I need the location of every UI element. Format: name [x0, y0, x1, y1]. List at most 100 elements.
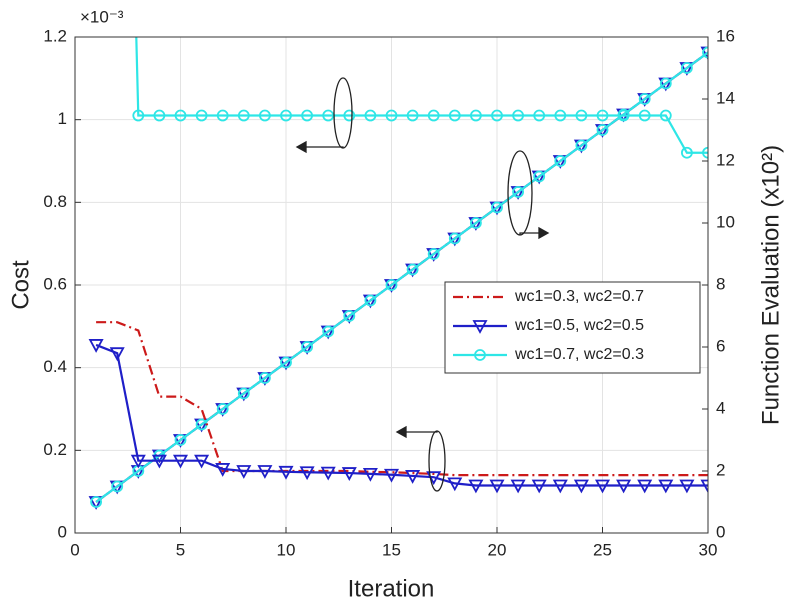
- y2-tick-label: 14: [716, 88, 735, 107]
- marker: [343, 310, 356, 322]
- marker: [637, 479, 653, 494]
- y-tick-label: 1: [58, 109, 67, 128]
- marker: [575, 139, 588, 152]
- marker: [702, 146, 708, 159]
- annotations: [295, 77, 550, 492]
- marker: [385, 109, 398, 122]
- marker: [573, 479, 589, 494]
- y-axis-label: Cost: [7, 260, 34, 310]
- y-tick-label: 1.2: [43, 26, 67, 45]
- arrow-head: [395, 425, 407, 439]
- marker: [406, 263, 419, 276]
- marker: [700, 46, 708, 61]
- marker: [512, 186, 524, 198]
- y2-tick-label: 16: [716, 26, 735, 45]
- marker: [406, 109, 419, 122]
- marker: [320, 466, 336, 481]
- marker: [90, 496, 102, 508]
- marker: [658, 479, 674, 494]
- marker: [385, 279, 398, 291]
- marker: [364, 294, 377, 307]
- marker: [236, 465, 252, 479]
- marker: [405, 470, 421, 484]
- marker: [491, 109, 503, 122]
- marker: [132, 109, 145, 122]
- marker: [596, 109, 609, 122]
- axes: 0 5 10 15 20 25 3000.20.40.60.811.202468101214…: [43, 26, 735, 559]
- y-tick-label: 0: [58, 522, 67, 541]
- marker: [364, 109, 377, 122]
- marker: [681, 62, 693, 74]
- x-tick-label: 15: [382, 540, 401, 559]
- y2-tick-label: 8: [716, 274, 725, 293]
- y2-tick-label: 10: [716, 212, 735, 231]
- marker: [575, 109, 588, 122]
- marker: [130, 454, 146, 469]
- marker: [469, 109, 482, 122]
- marker: [659, 109, 672, 122]
- marker: [151, 454, 167, 469]
- marker: [474, 349, 486, 361]
- x-axis-label: Iteration: [348, 575, 435, 602]
- legend: wc1=0.3, wc2=0.7 wc1=0.5, wc2=0.5 wc1=0.7,…: [444, 281, 701, 374]
- marker: [109, 347, 125, 362]
- y-tick-label: 0.8: [43, 192, 67, 211]
- plot-area: [88, 37, 708, 510]
- marker: [531, 479, 547, 494]
- marker: [594, 479, 611, 494]
- marker: [638, 93, 651, 105]
- marker: [679, 479, 695, 494]
- annotation-arrow: [400, 431, 438, 433]
- marker: [362, 467, 378, 482]
- marker: [195, 109, 208, 122]
- legend-label: wc1=0.3, wc2=0.7: [514, 288, 644, 305]
- marker: [258, 372, 271, 384]
- marker: [596, 124, 609, 136]
- annotation-arrow: [519, 232, 545, 235]
- marker: [469, 217, 482, 229]
- marker: [554, 109, 567, 122]
- marker: [280, 109, 292, 122]
- arrow-head: [295, 140, 307, 154]
- marker: [174, 109, 187, 122]
- y2-tick-label: 6: [716, 336, 725, 355]
- x-tick-label: 25: [593, 540, 612, 559]
- marker: [343, 109, 356, 122]
- y2-tick-label: 0: [716, 522, 725, 541]
- marker: [280, 356, 292, 369]
- marker: [512, 109, 524, 122]
- legend-label: wc1=0.5, wc2=0.5: [514, 317, 644, 334]
- marker: [172, 454, 189, 469]
- marker: [510, 479, 526, 494]
- marker: [322, 109, 335, 122]
- marker: [447, 477, 463, 492]
- marker: [383, 468, 400, 483]
- marker: [194, 454, 210, 469]
- marker: [278, 465, 294, 480]
- marker: [616, 479, 632, 494]
- x-tick-label: 5: [176, 540, 185, 559]
- marker: [301, 109, 314, 122]
- marker: [659, 77, 672, 90]
- marker: [533, 170, 546, 183]
- marker: [472, 320, 488, 334]
- marker: [257, 465, 273, 479]
- y-multiplier: ×10⁻³: [80, 7, 124, 26]
- marker: [552, 479, 568, 494]
- marker: [216, 109, 229, 122]
- marker: [216, 403, 229, 415]
- legend-label: wc1=0.7, wc2=0.3: [514, 346, 644, 363]
- marker: [341, 467, 357, 481]
- marker: [702, 46, 708, 59]
- marker: [153, 109, 166, 122]
- y2-tick-label: 12: [716, 150, 735, 169]
- y2-tick-label: 2: [716, 460, 725, 479]
- marker: [258, 109, 271, 122]
- marker: [448, 109, 461, 122]
- marker: [427, 109, 440, 122]
- y2-tick-label: 4: [716, 398, 725, 417]
- marker: [468, 479, 484, 494]
- x-tick-label: 0: [70, 540, 79, 559]
- y-tick-label: 0.4: [43, 357, 67, 376]
- marker: [215, 463, 231, 477]
